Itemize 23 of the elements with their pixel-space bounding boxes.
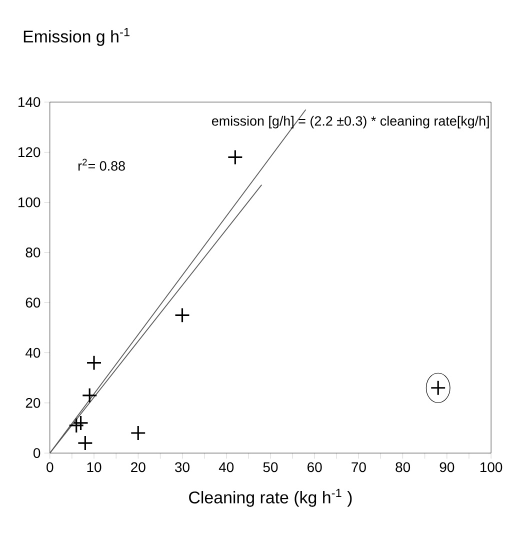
x-tick-label: 0	[46, 462, 54, 472]
y-tick-label: 40	[25, 348, 40, 358]
y-tick-label: 80	[26, 248, 40, 258]
x-tick-label: 30	[174, 462, 190, 472]
annotation: emission [g/h] = (2.2 ±0.3) * cleaning rate[kg/h]	[212, 116, 489, 128]
annotation: r$^{2}$= 0.88	[78, 158, 125, 171]
x-tick-label: 60	[307, 462, 322, 472]
y-tick-label: 120	[18, 147, 40, 158]
x-tick-label: 10	[87, 462, 102, 472]
y-tick-label: 140	[18, 97, 40, 108]
x-tick-label: 90	[440, 462, 454, 472]
y-tick-label: 0	[33, 448, 40, 458]
y-tick-label: 60	[26, 298, 40, 308]
x-tick-label: 100	[480, 462, 502, 472]
y-tick-label: 20	[26, 398, 40, 408]
y-axis-title: Emission g h$^{-1}$	[24, 28, 130, 46]
x-tick-label: 80	[396, 462, 410, 472]
x-tick-label: 70	[352, 462, 366, 472]
y-tick-label: 100	[18, 197, 40, 208]
x-tick-label: 40	[218, 462, 234, 472]
x-tick-label: 50	[263, 462, 278, 472]
x-tick-label: 20	[130, 462, 146, 472]
x-axis-title: Cleaning rate (kg h$^{-1}$ )	[188, 488, 352, 507]
